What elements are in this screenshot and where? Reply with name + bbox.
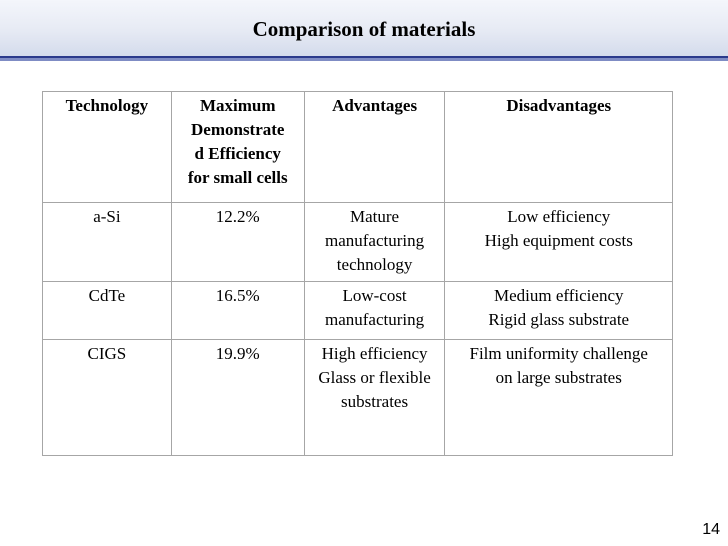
disadvantage-line: Film uniformity challenge — [469, 344, 648, 363]
cell-disadvantages: Film uniformity challenge on large subst… — [444, 339, 673, 456]
header-max-efficiency-line: for small cells — [187, 168, 288, 187]
header-advantages: Advantages — [303, 91, 446, 203]
cell-advantages: Mature manufacturing technology — [303, 202, 446, 282]
advantage-line: Glass or flexible — [318, 368, 431, 387]
cell-technology: CdTe — [42, 281, 172, 340]
header-max-efficiency-line: Maximum — [199, 96, 276, 115]
advantage-line: Mature — [350, 207, 400, 226]
table-row: CdTe 16.5% Low-cost manufacturing Medium… — [42, 281, 673, 340]
advantage-line: Low-cost — [342, 286, 407, 305]
cell-advantages: Low-cost manufacturing — [303, 281, 446, 340]
header-technology: Technology — [42, 91, 172, 203]
header-disadvantages: Disadvantages — [444, 91, 673, 203]
table-row: a-Si 12.2% Mature manufacturing technolo… — [42, 202, 673, 282]
advantage-line: manufacturing — [325, 231, 425, 250]
header-max-efficiency-line: Demonstrate — [191, 120, 285, 139]
advantage-line: High efficiency — [321, 344, 428, 363]
header-row: Technology Maximum Demonstrate d Efficie… — [42, 91, 673, 203]
cell-technology: a-Si — [42, 202, 172, 282]
table-row: CIGS 19.9% High efficiency Glass or flex… — [42, 339, 673, 456]
comparison-table: Technology Maximum Demonstrate d Efficie… — [42, 91, 673, 456]
cell-efficiency: 12.2% — [170, 202, 305, 282]
disadvantage-line: High equipment costs — [484, 231, 633, 250]
title-bar: Comparison of materials — [0, 0, 728, 61]
page-number: 14 — [702, 521, 720, 538]
advantage-line: manufacturing — [325, 310, 425, 329]
cell-technology: CIGS — [42, 339, 172, 456]
header-max-efficiency: Maximum Demonstrate d Efficiency for sma… — [170, 91, 305, 203]
header-max-efficiency-line: d Efficiency — [194, 144, 281, 163]
cell-disadvantages: Medium efficiency Rigid glass substrate — [444, 281, 673, 340]
disadvantage-line: on large substrates — [495, 368, 622, 387]
disadvantage-line: Low efficiency — [507, 207, 611, 226]
cell-advantages: High efficiency Glass or flexible substr… — [303, 339, 446, 456]
disadvantage-line: Rigid glass substrate — [488, 310, 630, 329]
disadvantage-line: Medium efficiency — [493, 286, 624, 305]
cell-efficiency: 16.5% — [170, 281, 305, 340]
cell-disadvantages: Low efficiency High equipment costs — [444, 202, 673, 282]
slide-title: Comparison of materials — [252, 17, 476, 41]
cell-efficiency: 19.9% — [170, 339, 305, 456]
advantage-line: substrates — [341, 392, 409, 411]
advantage-line: technology — [336, 255, 413, 274]
